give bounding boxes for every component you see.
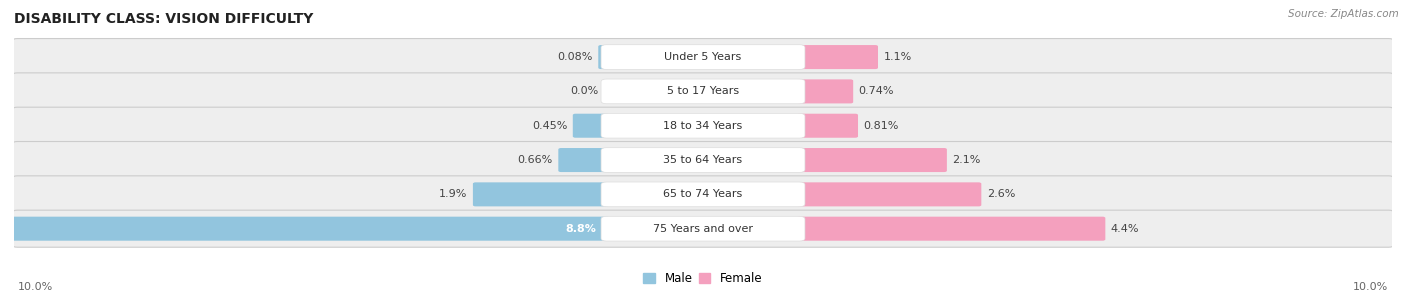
Text: 0.81%: 0.81%	[863, 121, 898, 131]
FancyBboxPatch shape	[13, 73, 1393, 110]
FancyBboxPatch shape	[13, 107, 1393, 144]
FancyBboxPatch shape	[600, 45, 806, 69]
Text: 75 Years and over: 75 Years and over	[652, 224, 754, 234]
FancyBboxPatch shape	[13, 141, 1393, 178]
Text: 65 to 74 Years: 65 to 74 Years	[664, 189, 742, 199]
FancyBboxPatch shape	[600, 182, 806, 207]
Text: 8.8%: 8.8%	[565, 224, 596, 234]
FancyBboxPatch shape	[558, 148, 609, 172]
Legend: Male, Female: Male, Female	[638, 268, 768, 290]
FancyBboxPatch shape	[797, 182, 981, 206]
FancyBboxPatch shape	[797, 217, 1105, 241]
Text: Source: ZipAtlas.com: Source: ZipAtlas.com	[1288, 9, 1399, 19]
Text: 0.74%: 0.74%	[859, 86, 894, 96]
Text: 10.0%: 10.0%	[1353, 282, 1388, 292]
FancyBboxPatch shape	[600, 113, 806, 138]
FancyBboxPatch shape	[472, 182, 609, 206]
Text: 5 to 17 Years: 5 to 17 Years	[666, 86, 740, 96]
FancyBboxPatch shape	[797, 148, 946, 172]
FancyBboxPatch shape	[599, 45, 609, 69]
FancyBboxPatch shape	[797, 114, 858, 138]
FancyBboxPatch shape	[797, 45, 877, 69]
Text: 0.66%: 0.66%	[517, 155, 553, 165]
FancyBboxPatch shape	[572, 114, 609, 138]
Text: 0.08%: 0.08%	[557, 52, 593, 62]
Text: 1.1%: 1.1%	[883, 52, 911, 62]
Text: 10.0%: 10.0%	[18, 282, 53, 292]
Text: Under 5 Years: Under 5 Years	[665, 52, 741, 62]
FancyBboxPatch shape	[0, 217, 609, 241]
FancyBboxPatch shape	[600, 148, 806, 172]
FancyBboxPatch shape	[13, 210, 1393, 247]
Text: DISABILITY CLASS: VISION DIFFICULTY: DISABILITY CLASS: VISION DIFFICULTY	[14, 12, 314, 26]
FancyBboxPatch shape	[13, 39, 1393, 76]
FancyBboxPatch shape	[600, 216, 806, 241]
Text: 1.9%: 1.9%	[439, 189, 467, 199]
Text: 18 to 34 Years: 18 to 34 Years	[664, 121, 742, 131]
Text: 2.1%: 2.1%	[952, 155, 981, 165]
Text: 35 to 64 Years: 35 to 64 Years	[664, 155, 742, 165]
FancyBboxPatch shape	[600, 79, 806, 104]
Text: 0.0%: 0.0%	[569, 86, 599, 96]
FancyBboxPatch shape	[13, 176, 1393, 213]
FancyBboxPatch shape	[797, 79, 853, 103]
Text: 4.4%: 4.4%	[1111, 224, 1139, 234]
Text: 0.45%: 0.45%	[531, 121, 567, 131]
Text: 2.6%: 2.6%	[987, 189, 1015, 199]
